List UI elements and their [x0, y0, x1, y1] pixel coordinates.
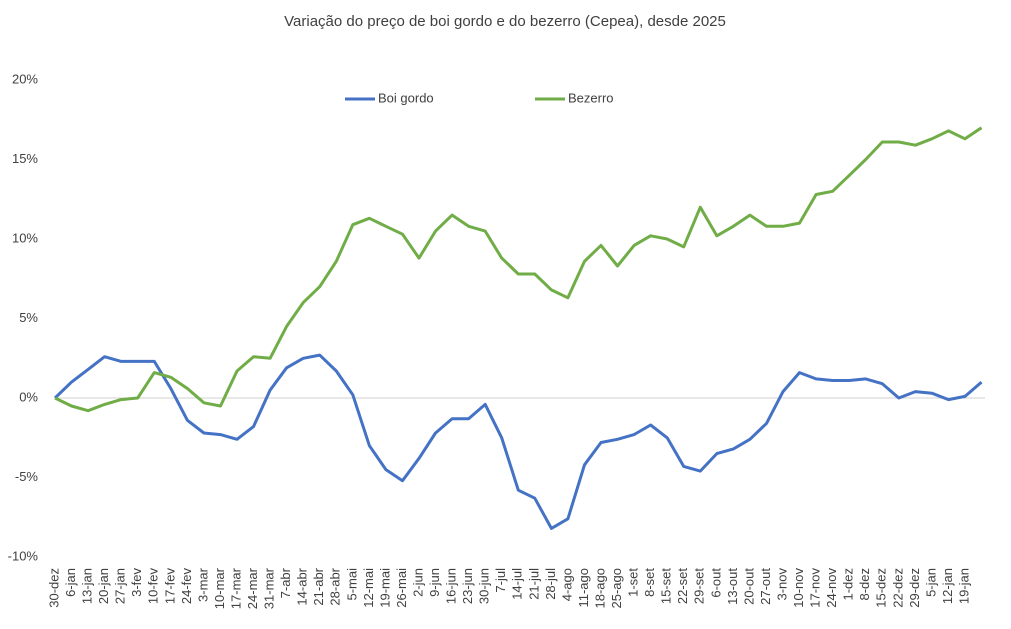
x-tick-label: 8-set	[642, 568, 657, 597]
x-tick-label: 20-jan	[96, 568, 111, 604]
x-tick-label: 28-abr	[328, 567, 343, 605]
x-tick-label: 28-jul	[543, 568, 558, 600]
x-tick-label: 15-set	[659, 568, 674, 605]
x-tick-label: 27-out	[758, 568, 773, 605]
y-tick-label: -5%	[15, 469, 39, 484]
series-line	[54, 126, 983, 413]
x-tick-label: 17-mar	[228, 567, 243, 609]
x-tick-label: 13-out	[725, 568, 740, 605]
series-line	[53, 353, 983, 530]
x-tick-label: 11-ago	[576, 568, 591, 608]
x-tick-label: 22-set	[675, 568, 690, 605]
legend-label: Boi gordo	[378, 90, 434, 105]
x-tick-label: 13-jan	[80, 568, 95, 604]
x-tick-label: 30-dez	[46, 568, 61, 608]
legend-label: Bezerro	[568, 90, 614, 105]
x-tick-label: 3-mar	[195, 567, 210, 602]
x-tick-label: 1-set	[626, 568, 641, 597]
x-tick-label: 12-jan	[940, 568, 955, 604]
x-tick-label: 20-out	[741, 568, 756, 605]
x-tick-label: 24-mar	[245, 567, 260, 609]
x-tick-label: 21-abr	[311, 567, 326, 605]
x-tick-label: 31-mar	[262, 567, 277, 609]
x-tick-label: 3-nov	[774, 568, 789, 601]
y-tick-label: 0%	[19, 389, 38, 404]
x-tick-label: 24-nov	[824, 568, 839, 608]
x-tick-label: 6-jan	[63, 568, 78, 597]
x-tick-label: 10-mar	[212, 567, 227, 609]
x-tick-label: 7-jul	[493, 568, 508, 593]
x-tick-label: 29-set	[692, 568, 707, 605]
x-tick-label: 14-abr	[295, 567, 310, 605]
chart-title: Variação do preço de boi gordo e do beze…	[284, 13, 726, 30]
x-tick-label: 14-jul	[510, 568, 525, 600]
x-tick-label: 4-ago	[559, 568, 574, 601]
x-tick-label: 22-dez	[890, 568, 905, 608]
y-tick-label: 5%	[19, 310, 38, 325]
x-tick-label: 1-dez	[841, 568, 856, 601]
y-tick-label: 10%	[12, 230, 38, 245]
y-tick-label: 15%	[12, 151, 38, 166]
x-tick-label: 16-jun	[444, 568, 459, 604]
x-tick-label: 24-fev	[179, 568, 194, 605]
x-tick-label: 9-jun	[427, 568, 442, 597]
x-tick-label: 23-jun	[460, 568, 475, 604]
x-tick-label: 25-ago	[609, 568, 624, 608]
x-tick-label: 5-mai	[344, 568, 359, 601]
x-tick-label: 10-nov	[791, 568, 806, 608]
x-tick-label: 19-jan	[956, 568, 971, 604]
x-tick-label: 3-fev	[129, 568, 144, 597]
x-tick-label: 15-dez	[874, 568, 889, 608]
x-tick-label: 17-fev	[162, 568, 177, 605]
x-tick-label: 10-fev	[146, 568, 161, 605]
x-tick-label: 17-nov	[808, 568, 823, 608]
x-tick-label: 2-jun	[410, 568, 425, 597]
x-tick-label: 26-mai	[394, 568, 409, 608]
x-tick-label: 27-jan	[113, 568, 128, 604]
x-tick-label: 5-jan	[923, 568, 938, 597]
x-tick-label: 30-jun	[477, 568, 492, 604]
y-tick-label: 20%	[12, 71, 38, 86]
x-tick-label: 8-dez	[857, 568, 872, 601]
x-tick-label: 18-ago	[592, 568, 607, 608]
x-tick-label: 29-dez	[907, 568, 922, 608]
x-tick-label: 6-out	[708, 568, 723, 598]
x-tick-label: 7-abr	[278, 567, 293, 598]
x-tick-label: 21-jul	[526, 568, 541, 600]
x-tick-label: 12-mai	[361, 568, 376, 608]
x-tick-label: 19-mai	[377, 568, 392, 608]
y-tick-label: -10%	[8, 548, 39, 563]
